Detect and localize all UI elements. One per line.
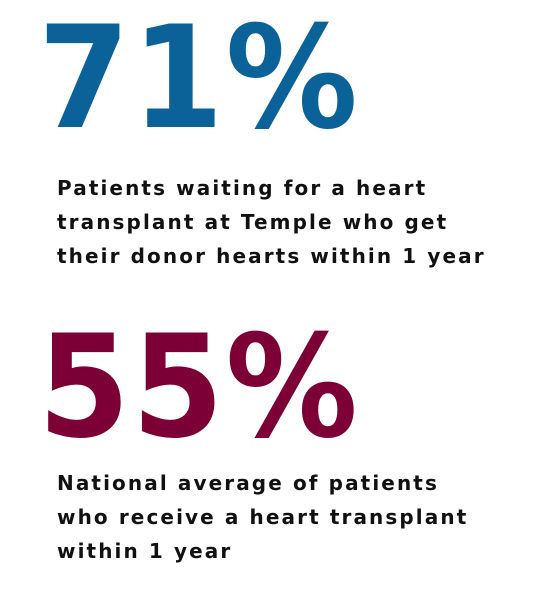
national-percentage: 55% xyxy=(38,305,360,470)
caption-line: who receive a heart transplant xyxy=(57,505,469,529)
temple-percentage: 71% xyxy=(38,0,360,161)
caption-line: Patients waiting for a heart xyxy=(57,176,428,200)
caption-line: transplant at Temple who get xyxy=(57,210,449,234)
caption-line: National average of patients xyxy=(57,471,439,495)
national-stat-caption: National average of patients who receive… xyxy=(57,466,527,568)
caption-line: their donor hearts within 1 year xyxy=(57,244,486,268)
caption-line: within 1 year xyxy=(57,539,233,563)
temple-stat-caption: Patients waiting for a heart transplant … xyxy=(57,171,527,273)
